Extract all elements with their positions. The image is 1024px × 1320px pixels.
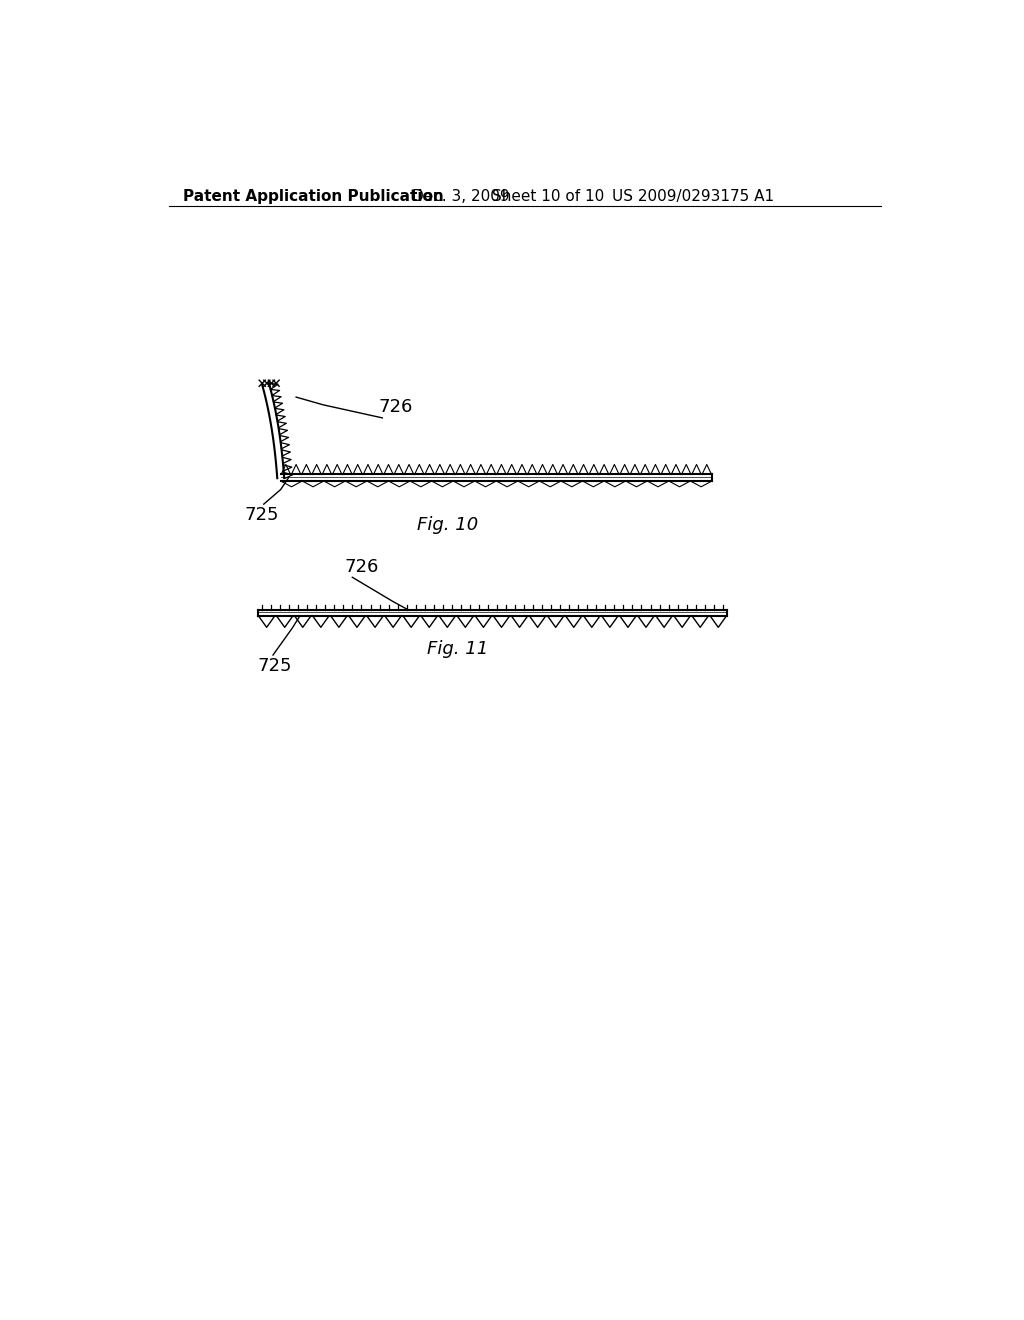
Text: US 2009/0293175 A1: US 2009/0293175 A1 — [611, 189, 774, 205]
Text: Fig. 11: Fig. 11 — [427, 640, 488, 657]
Text: 725: 725 — [245, 507, 279, 524]
Text: 726: 726 — [379, 399, 413, 416]
Text: Fig. 10: Fig. 10 — [417, 516, 478, 535]
Text: 725: 725 — [258, 657, 292, 676]
Text: Dec. 3, 2009: Dec. 3, 2009 — [412, 189, 509, 205]
Text: Patent Application Publication: Patent Application Publication — [183, 189, 443, 205]
Text: 726: 726 — [345, 558, 379, 576]
Text: Sheet 10 of 10: Sheet 10 of 10 — [493, 189, 605, 205]
